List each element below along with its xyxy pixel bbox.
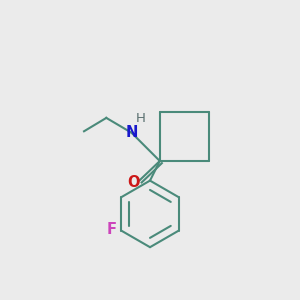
Text: N: N bbox=[125, 125, 138, 140]
Text: F: F bbox=[107, 222, 117, 237]
Text: O: O bbox=[127, 175, 139, 190]
Text: H: H bbox=[136, 112, 146, 125]
